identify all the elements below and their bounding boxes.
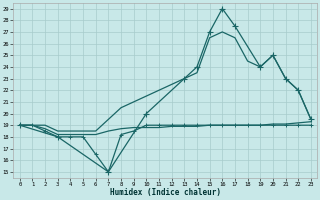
X-axis label: Humidex (Indice chaleur): Humidex (Indice chaleur) <box>110 188 221 197</box>
